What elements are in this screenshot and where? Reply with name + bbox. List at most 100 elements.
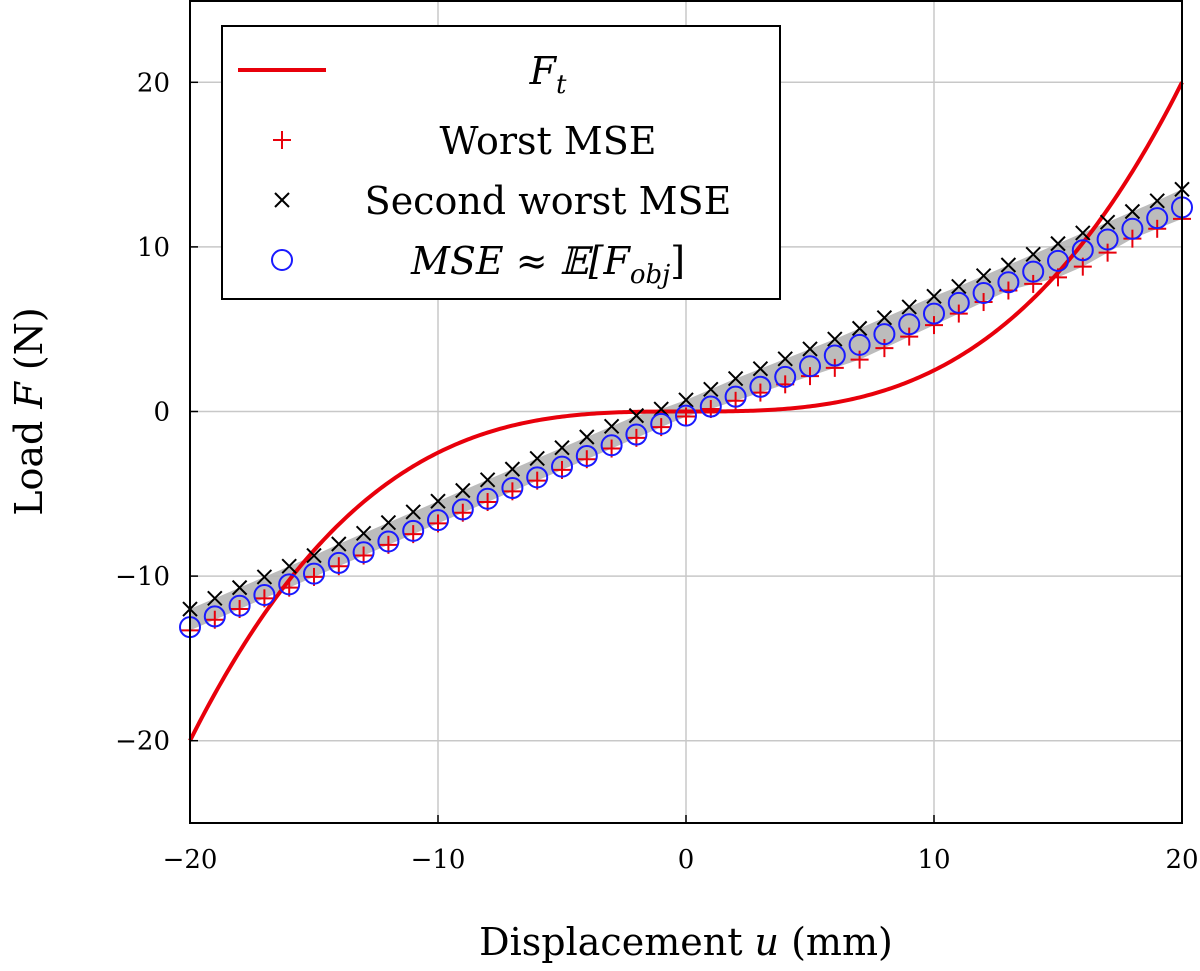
marker-x-b bbox=[653, 401, 669, 417]
marker-x-b bbox=[207, 590, 223, 607]
marker-x-b bbox=[926, 288, 942, 304]
marker-circle bbox=[1121, 217, 1144, 240]
marker-x-b bbox=[975, 267, 992, 284]
legend-item: MSE ≈ 𝔼[Fobj] bbox=[271, 239, 685, 290]
legend-label-base: F bbox=[529, 49, 558, 93]
marker-x-b bbox=[603, 418, 620, 435]
marker-circle bbox=[923, 302, 945, 325]
marker-x-b bbox=[851, 320, 868, 337]
marker-circle bbox=[551, 455, 573, 478]
marker-x-b bbox=[380, 514, 397, 531]
marker-circle bbox=[1096, 228, 1119, 251]
marker-circle bbox=[972, 281, 995, 304]
marker-circle bbox=[427, 509, 449, 532]
marker-circle bbox=[271, 249, 293, 271]
y-tick-label: 10 bbox=[137, 233, 170, 263]
marker-circle bbox=[1047, 249, 1069, 272]
marker-x-b bbox=[901, 299, 917, 315]
y-axis-label: Load F (N) bbox=[7, 307, 51, 516]
x-axis-label-b: (mm) bbox=[779, 920, 893, 964]
marker-x-b bbox=[802, 341, 818, 357]
marker-circle bbox=[724, 385, 747, 408]
legend-label: MSE ≈ 𝔼[Fobj] bbox=[410, 239, 685, 290]
marker-circle bbox=[1022, 260, 1045, 283]
legend-label: Ft bbox=[529, 49, 567, 100]
marker-circle bbox=[402, 519, 425, 542]
marker-x-b bbox=[529, 450, 545, 467]
legend-label-sub: obj bbox=[630, 260, 670, 290]
marker-x-b bbox=[703, 381, 719, 397]
marker-circle bbox=[997, 271, 1020, 294]
series-marker-x bbox=[182, 181, 1190, 617]
marker-circle bbox=[799, 355, 821, 378]
marker-x-b bbox=[455, 482, 471, 499]
marker-x-b bbox=[579, 429, 595, 445]
x-tick-label: −20 bbox=[163, 845, 218, 875]
marker-x-b bbox=[1000, 257, 1017, 273]
marker-circle bbox=[203, 605, 226, 628]
marker-x-b bbox=[876, 309, 893, 326]
y-ticks: −20 −10 0 10 20 bbox=[115, 68, 198, 757]
x-ticks: −20 −10 0 10 20 bbox=[163, 815, 1199, 875]
legend-label-pre: MSE ≈ 𝔼[ bbox=[410, 239, 605, 283]
marker-circle bbox=[1071, 239, 1094, 262]
y-tick-label: 0 bbox=[153, 398, 170, 428]
y-tick-label: 20 bbox=[137, 68, 170, 98]
marker-x-b bbox=[1099, 214, 1116, 230]
marker-circle bbox=[377, 530, 400, 553]
marker-circle bbox=[303, 562, 325, 585]
marker-circle bbox=[327, 551, 350, 574]
legend-label: Worst MSE bbox=[439, 119, 656, 163]
marker-circle bbox=[774, 365, 797, 388]
marker-circle bbox=[600, 434, 623, 457]
marker-circle bbox=[675, 404, 697, 427]
marker-circle bbox=[278, 573, 301, 596]
marker-circle bbox=[1146, 207, 1169, 230]
marker-circle bbox=[699, 395, 722, 418]
marker-circle bbox=[451, 498, 474, 521]
marker-x-b bbox=[256, 569, 273, 585]
marker-circle bbox=[823, 344, 846, 367]
legend-label-post: ] bbox=[670, 239, 685, 283]
x-tick-label: 0 bbox=[678, 845, 695, 875]
marker-x-b bbox=[430, 493, 446, 509]
marker-x-b bbox=[331, 536, 347, 552]
marker-x-b bbox=[504, 461, 521, 477]
legend-item: Second worst MSE bbox=[274, 179, 731, 223]
marker-x-b bbox=[1124, 203, 1141, 220]
marker-circle bbox=[873, 323, 896, 346]
y-tick-label: −10 bbox=[115, 562, 170, 592]
marker-x-b bbox=[951, 278, 967, 295]
marker-circle bbox=[352, 541, 375, 564]
x-axis-label-a: Displacement bbox=[479, 920, 754, 964]
marker-circle bbox=[253, 584, 276, 607]
marker-circle bbox=[476, 487, 499, 510]
marker-x-b bbox=[628, 407, 645, 424]
marker-x-b bbox=[827, 331, 843, 347]
marker-x-b bbox=[281, 558, 297, 574]
marker-x-b bbox=[231, 579, 248, 596]
marker-circle bbox=[625, 423, 648, 446]
marker-circle bbox=[749, 375, 772, 398]
marker-x-b bbox=[274, 192, 290, 208]
y-axis-label-b: (N) bbox=[7, 307, 51, 382]
marker-circle bbox=[650, 412, 673, 435]
series-layer bbox=[179, 81, 1193, 742]
marker-x-b bbox=[405, 504, 421, 520]
marker-x-b bbox=[479, 472, 496, 488]
marker-circle bbox=[575, 444, 598, 467]
legend-item: Worst MSE bbox=[273, 119, 657, 163]
marker-x-b bbox=[1050, 235, 1066, 252]
legend-item: Ft bbox=[238, 49, 567, 100]
marker-x-b bbox=[1075, 225, 1091, 241]
legend-label-sub: t bbox=[556, 70, 567, 100]
series-marker-circle bbox=[179, 196, 1193, 639]
marker-circle bbox=[228, 594, 251, 617]
marker-circle bbox=[848, 333, 871, 356]
marker-x-b bbox=[1149, 193, 1165, 209]
y-axis-label-a: Load bbox=[7, 409, 51, 516]
marker-x-b bbox=[1025, 246, 1041, 263]
